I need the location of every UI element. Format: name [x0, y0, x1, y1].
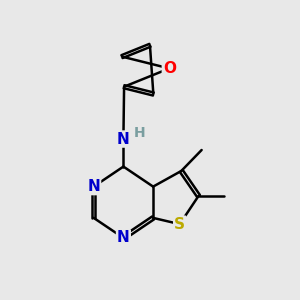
Text: N: N [117, 230, 130, 245]
Text: H: H [134, 126, 146, 140]
Text: S: S [174, 217, 185, 232]
Text: N: N [117, 131, 130, 146]
Text: O: O [163, 61, 176, 76]
Text: N: N [87, 179, 100, 194]
